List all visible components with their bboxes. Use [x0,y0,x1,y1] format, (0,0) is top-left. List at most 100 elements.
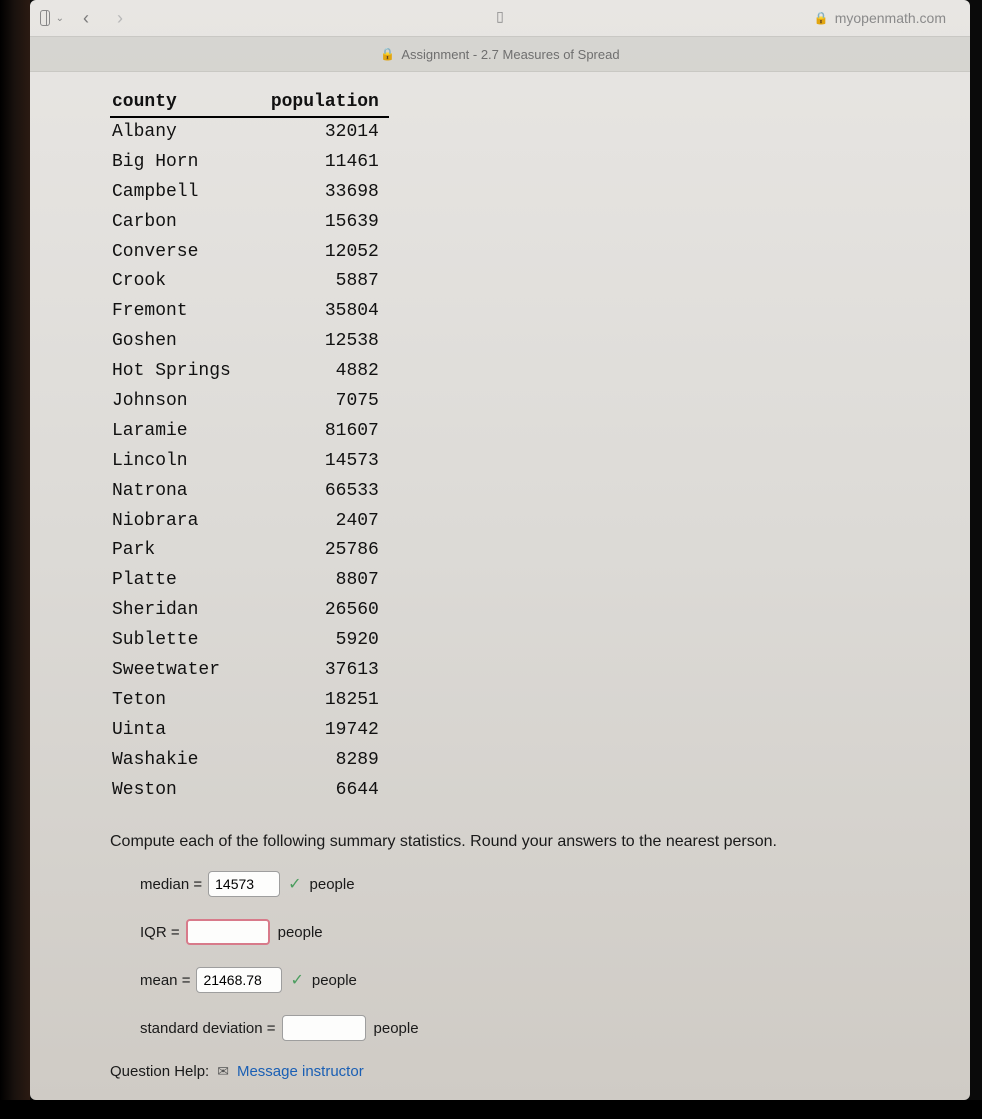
stddev-input[interactable] [282,1015,366,1041]
mean-correct-icon: ✓ [290,970,303,990]
instruction-text: Compute each of the following summary st… [110,833,940,851]
county-cell: Albany [110,117,241,148]
median-correct-icon: ✓ [288,874,301,894]
population-cell: 15639 [241,208,389,238]
browser-toolbar: ⌄ ‹ › ▯ 🔒 myopenmath.com [30,0,970,36]
table-row: Niobrara2407 [110,507,389,537]
table-row: Uinta19742 [110,716,389,746]
tab-lock-icon: 🔒 [380,47,395,61]
table-row: Sweetwater37613 [110,656,389,686]
county-cell: Teton [110,686,241,716]
population-cell: 11461 [241,148,389,178]
answer-row-mean: mean = ✓ people [140,967,940,993]
county-cell: Crook [110,267,241,297]
tab-title[interactable]: Assignment - 2.7 Measures of Spread [401,47,619,62]
median-label: median = [140,876,202,893]
monitor-left-bezel [0,0,30,1119]
population-cell: 18251 [241,686,389,716]
county-population-table: county population Albany32014Big Horn114… [110,90,389,805]
table-row: Platte8807 [110,566,389,596]
answer-row-iqr: IQR = people [140,919,940,945]
answers-section: median = ✓ people IQR = people mean = ✓ … [110,871,940,1041]
county-cell: Laramie [110,417,241,447]
table-row: Hot Springs4882 [110,357,389,387]
population-cell: 4882 [241,357,389,387]
population-cell: 2407 [241,507,389,537]
county-cell: Platte [110,566,241,596]
table-header-county: county [110,90,241,117]
county-cell: Washakie [110,746,241,776]
mail-icon: ✉ [217,1063,229,1080]
table-row: Park25786 [110,536,389,566]
population-cell: 37613 [241,656,389,686]
population-cell: 5887 [241,267,389,297]
tab-strip: 🔒 Assignment - 2.7 Measures of Spread [30,36,970,72]
mean-label: mean = [140,972,190,989]
stddev-label: standard deviation = [140,1020,276,1037]
lock-icon: 🔒 [814,11,829,25]
population-cell: 26560 [241,596,389,626]
question-help-label: Question Help: [110,1063,209,1080]
table-row: Goshen12538 [110,327,389,357]
county-cell: Niobrara [110,507,241,537]
county-cell: Campbell [110,178,241,208]
table-row: Sheridan26560 [110,596,389,626]
population-cell: 32014 [241,117,389,148]
table-row: Converse12052 [110,238,389,268]
population-cell: 25786 [241,536,389,566]
table-row: Teton18251 [110,686,389,716]
county-cell: Converse [110,238,241,268]
mean-input[interactable] [196,967,282,993]
county-cell: Goshen [110,327,241,357]
county-cell: Big Horn [110,148,241,178]
population-cell: 33698 [241,178,389,208]
url-host-text: myopenmath.com [835,10,946,26]
page-indicator-icon: ▯ [496,8,504,25]
population-cell: 8289 [241,746,389,776]
county-cell: Sheridan [110,596,241,626]
iqr-input[interactable] [186,919,270,945]
table-row: Sublette5920 [110,626,389,656]
browser-window: ⌄ ‹ › ▯ 🔒 myopenmath.com 🔒 Assignment - … [30,0,970,1100]
iqr-unit: people [278,924,323,941]
table-row: Big Horn11461 [110,148,389,178]
county-cell: Sweetwater [110,656,241,686]
county-cell: Lincoln [110,447,241,477]
table-row: Carbon15639 [110,208,389,238]
table-row: Natrona66533 [110,477,389,507]
back-button[interactable]: ‹ [74,6,98,30]
table-row: Laramie81607 [110,417,389,447]
table-row: Campbell33698 [110,178,389,208]
county-cell: Fremont [110,297,241,327]
stddev-unit: people [374,1020,419,1037]
answer-row-stddev: standard deviation = people [140,1015,940,1041]
median-input[interactable] [208,871,280,897]
mean-unit: people [312,972,357,989]
county-cell: Johnson [110,387,241,417]
population-cell: 35804 [241,297,389,327]
population-cell: 8807 [241,566,389,596]
county-cell: Natrona [110,477,241,507]
population-cell: 12538 [241,327,389,357]
message-instructor-link[interactable]: Message instructor [237,1063,364,1080]
population-cell: 66533 [241,477,389,507]
median-unit: people [310,876,355,893]
question-help-row: Question Help: ✉ Message instructor [110,1063,940,1080]
sidebar-toggle-button[interactable]: ⌄ [40,6,64,30]
monitor-bottom-bezel [0,1100,982,1119]
population-cell: 7075 [241,387,389,417]
county-cell: Hot Springs [110,357,241,387]
page-content: county population Albany32014Big Horn114… [30,72,970,1100]
iqr-label: IQR = [140,924,180,941]
address-bar[interactable]: 🔒 myopenmath.com [814,10,960,26]
table-row: Albany32014 [110,117,389,148]
county-cell: Park [110,536,241,566]
forward-button[interactable]: › [108,6,132,30]
population-cell: 6644 [241,776,389,806]
population-cell: 14573 [241,447,389,477]
table-header-population: population [241,90,389,117]
table-row: Lincoln14573 [110,447,389,477]
table-row: Fremont35804 [110,297,389,327]
table-row: Weston6644 [110,776,389,806]
table-row: Johnson7075 [110,387,389,417]
